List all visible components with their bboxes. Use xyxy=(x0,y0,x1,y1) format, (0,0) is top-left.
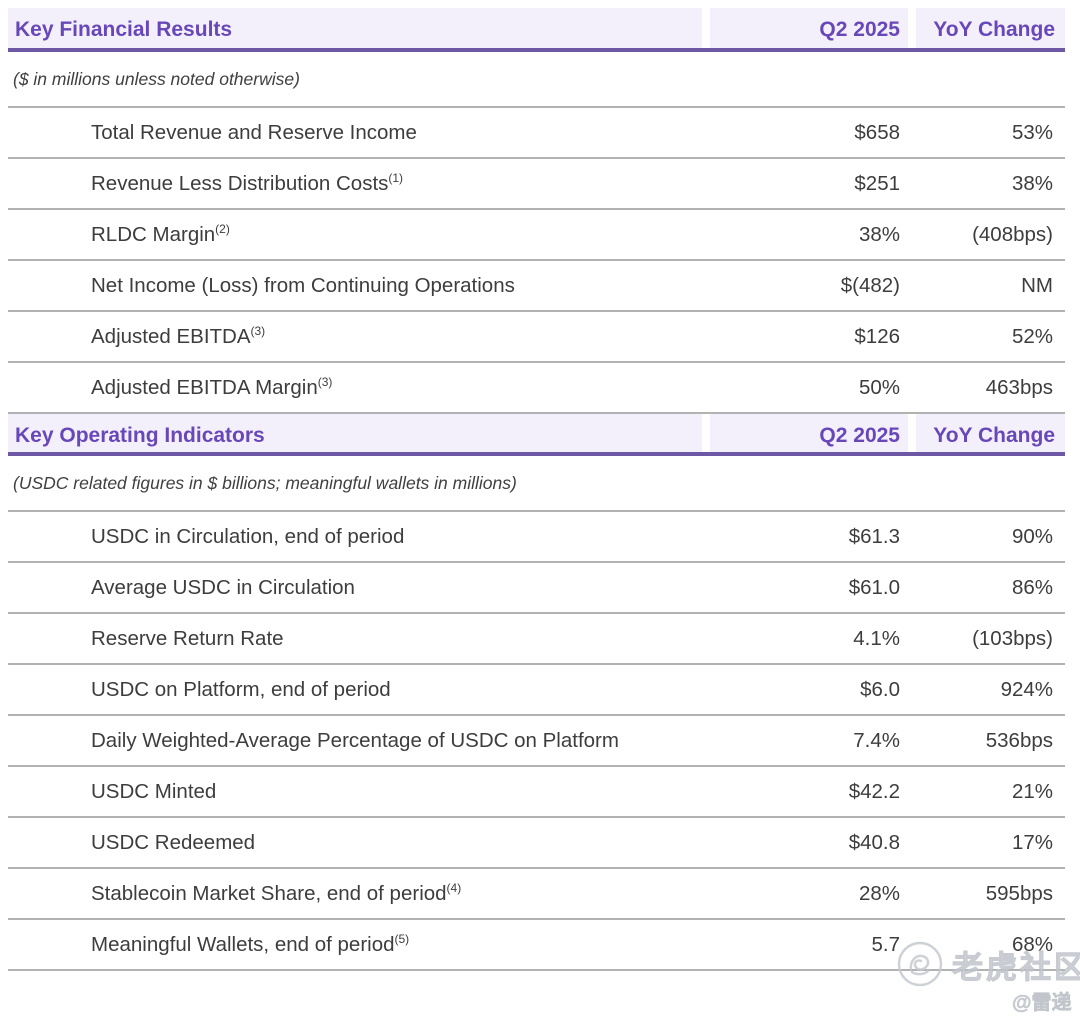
row-label: Average USDC in Circulation xyxy=(91,575,355,599)
row-label: Net Income (Loss) from Continuing Operat… xyxy=(91,273,515,297)
table-row: USDC Redeemed $40.8 17% xyxy=(8,816,1065,867)
row-yoy-change-value: 21% xyxy=(1011,779,1053,803)
table-row: Reserve Return Rate 4.1% (103bps) xyxy=(8,612,1065,663)
section-header-row: Key Financial Results Q2 2025 YoY Change xyxy=(8,8,1065,52)
row-label: Meaningful Wallets, end of period xyxy=(91,932,395,956)
row-label: Reserve Return Rate xyxy=(91,626,284,650)
section-title: Key Operating Indicators xyxy=(8,414,702,452)
row-label-cell: Revenue Less Distribution Costs(1) xyxy=(8,172,702,196)
row-label: Adjusted EBITDA Margin xyxy=(91,375,318,399)
row-period-value: $61.0 xyxy=(848,575,900,599)
table-row: Meaningful Wallets, end of period(5) 5.7 6… xyxy=(8,918,1065,969)
footnote-marker: (3) xyxy=(250,323,266,338)
section-key-financial-results: Key Financial Results Q2 2025 YoY Change… xyxy=(8,8,1065,412)
row-yoy-change-value: 463bps xyxy=(985,375,1053,399)
row-label-cell: Meaningful Wallets, end of period(5) xyxy=(8,933,702,957)
row-label: Total Revenue and Reserve Income xyxy=(91,120,417,144)
section-rows: USDC in Circulation, end of period $61.3 9… xyxy=(8,510,1065,971)
row-label-cell: Net Income (Loss) from Continuing Operat… xyxy=(8,274,702,298)
table-row: USDC in Circulation, end of period $61.3 9… xyxy=(8,510,1065,561)
column-header-yoy-change: YoY Change xyxy=(916,8,1065,48)
row-period-value: $42.2 xyxy=(848,779,900,803)
row-label: USDC on Platform, end of period xyxy=(91,677,391,701)
table-row: Adjusted EBITDA(3) $126 52% xyxy=(8,310,1065,361)
column-header-period: Q2 2025 xyxy=(710,414,908,452)
row-yoy-change-value: 86% xyxy=(1011,575,1053,599)
table-row: Revenue Less Distribution Costs(1) $251 38… xyxy=(8,157,1065,208)
row-label-cell: Average USDC in Circulation xyxy=(8,576,702,600)
table-row: Stablecoin Market Share, end of period(4… xyxy=(8,867,1065,918)
column-header-yoy-change: YoY Change xyxy=(916,414,1065,452)
section-unit-note: ($ in millions unless noted otherwise) xyxy=(13,68,300,89)
row-label: USDC in Circulation, end of period xyxy=(91,524,405,548)
footnote-marker: (1) xyxy=(388,170,404,185)
section-title: Key Financial Results xyxy=(8,8,702,48)
row-period-value: $6.0 xyxy=(860,677,900,701)
row-period-value: $658 xyxy=(854,120,900,144)
row-period-value: 4.1% xyxy=(853,626,900,650)
footnote-marker: (5) xyxy=(394,931,410,946)
row-yoy-change-value: 52% xyxy=(1011,324,1053,348)
column-header-period: Q2 2025 xyxy=(710,8,908,48)
table-row: USDC Minted $42.2 21% xyxy=(8,765,1065,816)
row-yoy-change-value: 38% xyxy=(1011,171,1053,195)
financial-results-table: Key Financial Results Q2 2025 YoY Change… xyxy=(8,8,1065,971)
row-period-value: $(482) xyxy=(840,273,900,297)
row-label-cell: Adjusted EBITDA(3) xyxy=(8,325,702,349)
footnote-marker: (2) xyxy=(215,221,230,236)
table-row: Total Revenue and Reserve Income $658 53% xyxy=(8,106,1065,157)
row-period-value: 38% xyxy=(858,222,900,246)
row-label-cell: Daily Weighted-Average Percentage of USD… xyxy=(8,729,702,753)
row-label-cell: USDC Minted xyxy=(8,780,702,804)
row-period-value: 7.4% xyxy=(853,728,900,752)
row-period-value: $251 xyxy=(854,171,900,195)
table-row: Average USDC in Circulation $61.0 86% xyxy=(8,561,1065,612)
row-yoy-change-value: (408bps) xyxy=(972,222,1053,246)
footnote-marker: (3) xyxy=(317,374,333,389)
table-row: Adjusted EBITDA Margin(3) 50% 463bps xyxy=(8,361,1065,412)
row-label-cell: USDC Redeemed xyxy=(8,831,702,855)
table-row: USDC on Platform, end of period $6.0 924% xyxy=(8,663,1065,714)
row-period-value: $126 xyxy=(854,324,900,348)
row-label-cell: Reserve Return Rate xyxy=(8,627,702,651)
row-yoy-change-value: (103bps) xyxy=(972,626,1053,650)
row-label-cell: USDC in Circulation, end of period xyxy=(8,525,702,549)
row-yoy-change-value: 53% xyxy=(1011,120,1053,144)
table-row: RLDC Margin(2) 38% (408bps) xyxy=(8,208,1065,259)
row-yoy-change-value: 536bps xyxy=(985,728,1053,752)
table-row: Net Income (Loss) from Continuing Operat… xyxy=(8,259,1065,310)
row-yoy-change-value: 17% xyxy=(1011,830,1053,854)
footnote-marker: (4) xyxy=(446,880,462,895)
row-period-value: $61.3 xyxy=(848,524,900,548)
row-label: Revenue Less Distribution Costs xyxy=(91,171,389,195)
row-label: RLDC Margin xyxy=(91,222,216,246)
row-yoy-change-value: NM xyxy=(1021,273,1053,297)
row-period-value: $40.8 xyxy=(848,830,900,854)
section-rows: Total Revenue and Reserve Income $658 53% R… xyxy=(8,106,1065,412)
row-label-cell: RLDC Margin(2) xyxy=(8,223,702,247)
row-label-cell: Adjusted EBITDA Margin(3) xyxy=(8,376,702,400)
row-label: USDC Redeemed xyxy=(91,830,256,854)
table-row: Daily Weighted-Average Percentage of USD… xyxy=(8,714,1065,765)
row-period-value: 28% xyxy=(858,881,900,905)
row-yoy-change-value: 68% xyxy=(1011,932,1053,956)
row-period-value: 5.7 xyxy=(871,932,901,956)
row-label: Adjusted EBITDA xyxy=(91,324,251,348)
row-label-cell: USDC on Platform, end of period xyxy=(8,678,702,702)
row-yoy-change-value: 924% xyxy=(1000,677,1053,701)
section-header-row: Key Operating Indicators Q2 2025 YoY Cha… xyxy=(8,412,1065,456)
section-unit-note: (USDC related figures in $ billions; mea… xyxy=(13,472,517,493)
row-label-cell: Total Revenue and Reserve Income xyxy=(8,121,702,145)
row-label: Stablecoin Market Share, end of period xyxy=(91,881,447,905)
watermark-author-handle: @雷递 xyxy=(1012,992,1072,1015)
row-label: USDC Minted xyxy=(91,779,217,803)
row-label: Daily Weighted-Average Percentage of USD… xyxy=(91,728,619,752)
row-yoy-change-value: 595bps xyxy=(985,881,1053,905)
row-label-cell: Stablecoin Market Share, end of period(4… xyxy=(8,882,702,906)
row-yoy-change-value: 90% xyxy=(1011,524,1053,548)
section-key-operating-indicators: Key Operating Indicators Q2 2025 YoY Cha… xyxy=(8,412,1065,971)
row-period-value: 50% xyxy=(858,375,900,399)
